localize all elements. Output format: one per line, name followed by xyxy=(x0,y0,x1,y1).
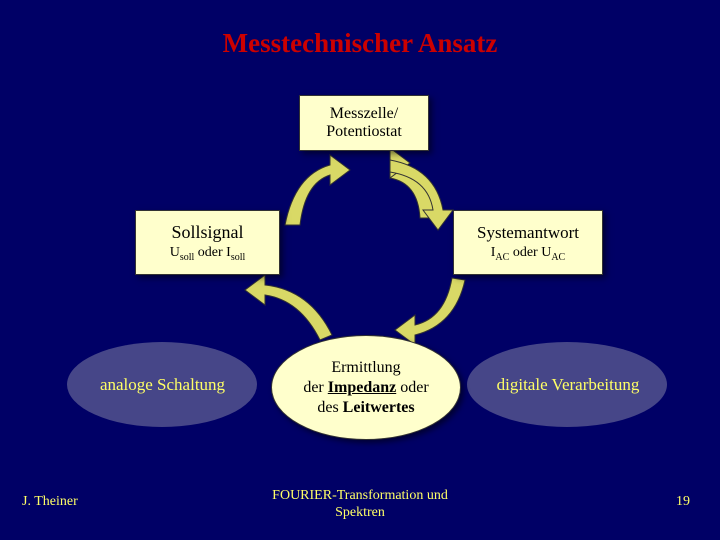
box-top-line2: Potentiostat xyxy=(326,123,402,141)
label-digitale: digitale Verarbeitung xyxy=(468,375,668,395)
footer-page: 19 xyxy=(676,494,690,510)
footer-center-line1: FOURIER-Transformation und xyxy=(0,488,720,505)
box-left-line1: Sollsignal xyxy=(171,222,243,243)
ellipse-ermittlung: Ermittlung der Impedanz oder des Leitwer… xyxy=(271,335,461,440)
box-right-line1: Systemantwort xyxy=(477,223,579,243)
slide-title: Messtechnischer Ansatz xyxy=(0,28,720,59)
label-analoge: analoge Schaltung xyxy=(70,375,255,395)
box-messzelle: Messzelle/ Potentiostat xyxy=(299,95,429,151)
box-right-line2: IAC oder UAC xyxy=(491,245,565,263)
box-top-line1: Messzelle/ xyxy=(330,105,398,123)
arrows xyxy=(0,0,720,540)
ellipse-line1: Ermittlung xyxy=(331,358,400,378)
ellipse-line3: des Leitwertes xyxy=(317,398,414,418)
ellipse-line2: der Impedanz oder xyxy=(303,378,428,398)
box-systemantwort: Systemantwort IAC oder UAC xyxy=(453,210,603,275)
footer-center-line2: Spektren xyxy=(0,505,720,522)
box-sollsignal: Sollsignal Usoll oder Isoll xyxy=(135,210,280,275)
box-left-line2: Usoll oder Isoll xyxy=(170,245,246,263)
footer-center: FOURIER-Transformation und Spektren xyxy=(0,488,720,522)
